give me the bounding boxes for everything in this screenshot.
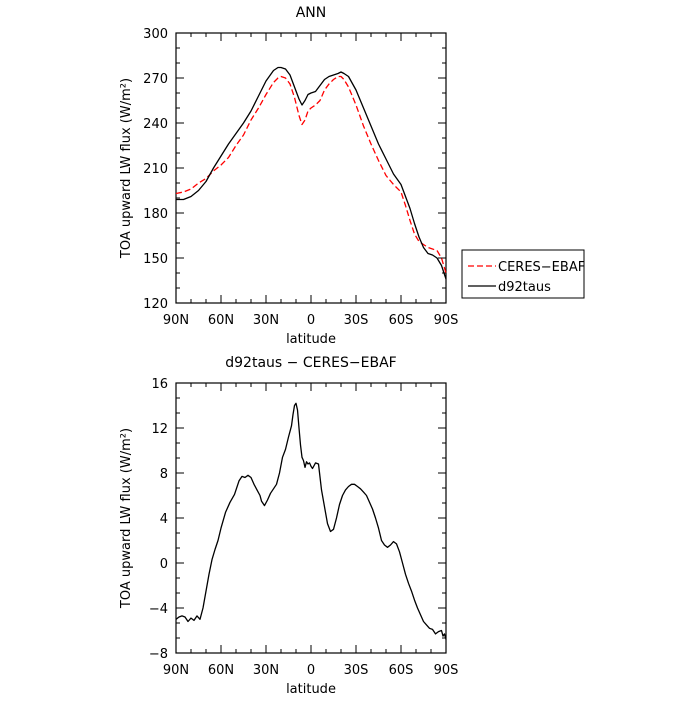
y-tick-label: 120 (143, 297, 168, 312)
y-tick-label: 8 (160, 467, 168, 482)
y-axis-label: TOA upward LW flux (W/m²) (119, 78, 134, 259)
y-tick-label: 180 (143, 207, 168, 222)
x-tick-label: 30S (344, 313, 369, 328)
y-tick-label: 210 (143, 162, 168, 177)
plot-frame (175, 382, 447, 654)
series-line-ceres-ebaf (175, 75, 447, 274)
legend-box (461, 249, 585, 299)
y-tick-label: 12 (151, 422, 168, 437)
x-axis-label: latitude (286, 682, 336, 697)
legend-label: d92taus (498, 280, 551, 295)
x-tick-label: 0 (307, 663, 315, 678)
x-tick-label: 90N (163, 313, 189, 328)
x-tick-label: 60S (389, 663, 414, 678)
y-tick-label: 4 (160, 512, 168, 527)
series-line-difference (175, 402, 447, 640)
x-tick-label: 30N (253, 313, 279, 328)
x-tick-label: 60N (208, 663, 234, 678)
x-tick-label: 0 (307, 313, 315, 328)
chart-title: ANN (296, 5, 327, 21)
x-axis-label: latitude (286, 332, 336, 347)
chart-legend: CERES−EBAF d92taus (461, 249, 585, 299)
y-tick-label: 0 (160, 557, 168, 572)
y-tick-label: −8 (149, 647, 168, 662)
y-axis-label: TOA upward LW flux (W/m²) (119, 428, 134, 609)
legend-label: CERES−EBAF (498, 260, 585, 275)
chart-panel-1: ANN 90N 60N 30N 0 30S 60S 90S 120 150 180 210 240 270… (119, 5, 585, 347)
y-tick-label: 300 (143, 27, 168, 42)
x-tick-label: 90S (434, 313, 459, 328)
y-tick-label: −4 (149, 602, 168, 617)
x-tick-label: 30S (344, 663, 369, 678)
chart-panel-2: d92taus − CERES−EBAF 90N 60N 30N 0 30S 60S 90S −… (119, 355, 458, 697)
x-tick-label: 90N (163, 663, 189, 678)
x-tick-label: 90S (434, 663, 459, 678)
series-line-d92taus (176, 66, 447, 280)
y-tick-label: 240 (143, 117, 168, 132)
chart-title: d92taus − CERES−EBAF (225, 355, 396, 371)
y-tick-label: 270 (143, 72, 168, 87)
y-tick-label: 150 (143, 252, 168, 267)
x-tick-label: 30N (253, 663, 279, 678)
x-tick-label: 60S (389, 313, 414, 328)
y-tick-label: 16 (151, 377, 168, 392)
x-tick-label: 60N (208, 313, 234, 328)
